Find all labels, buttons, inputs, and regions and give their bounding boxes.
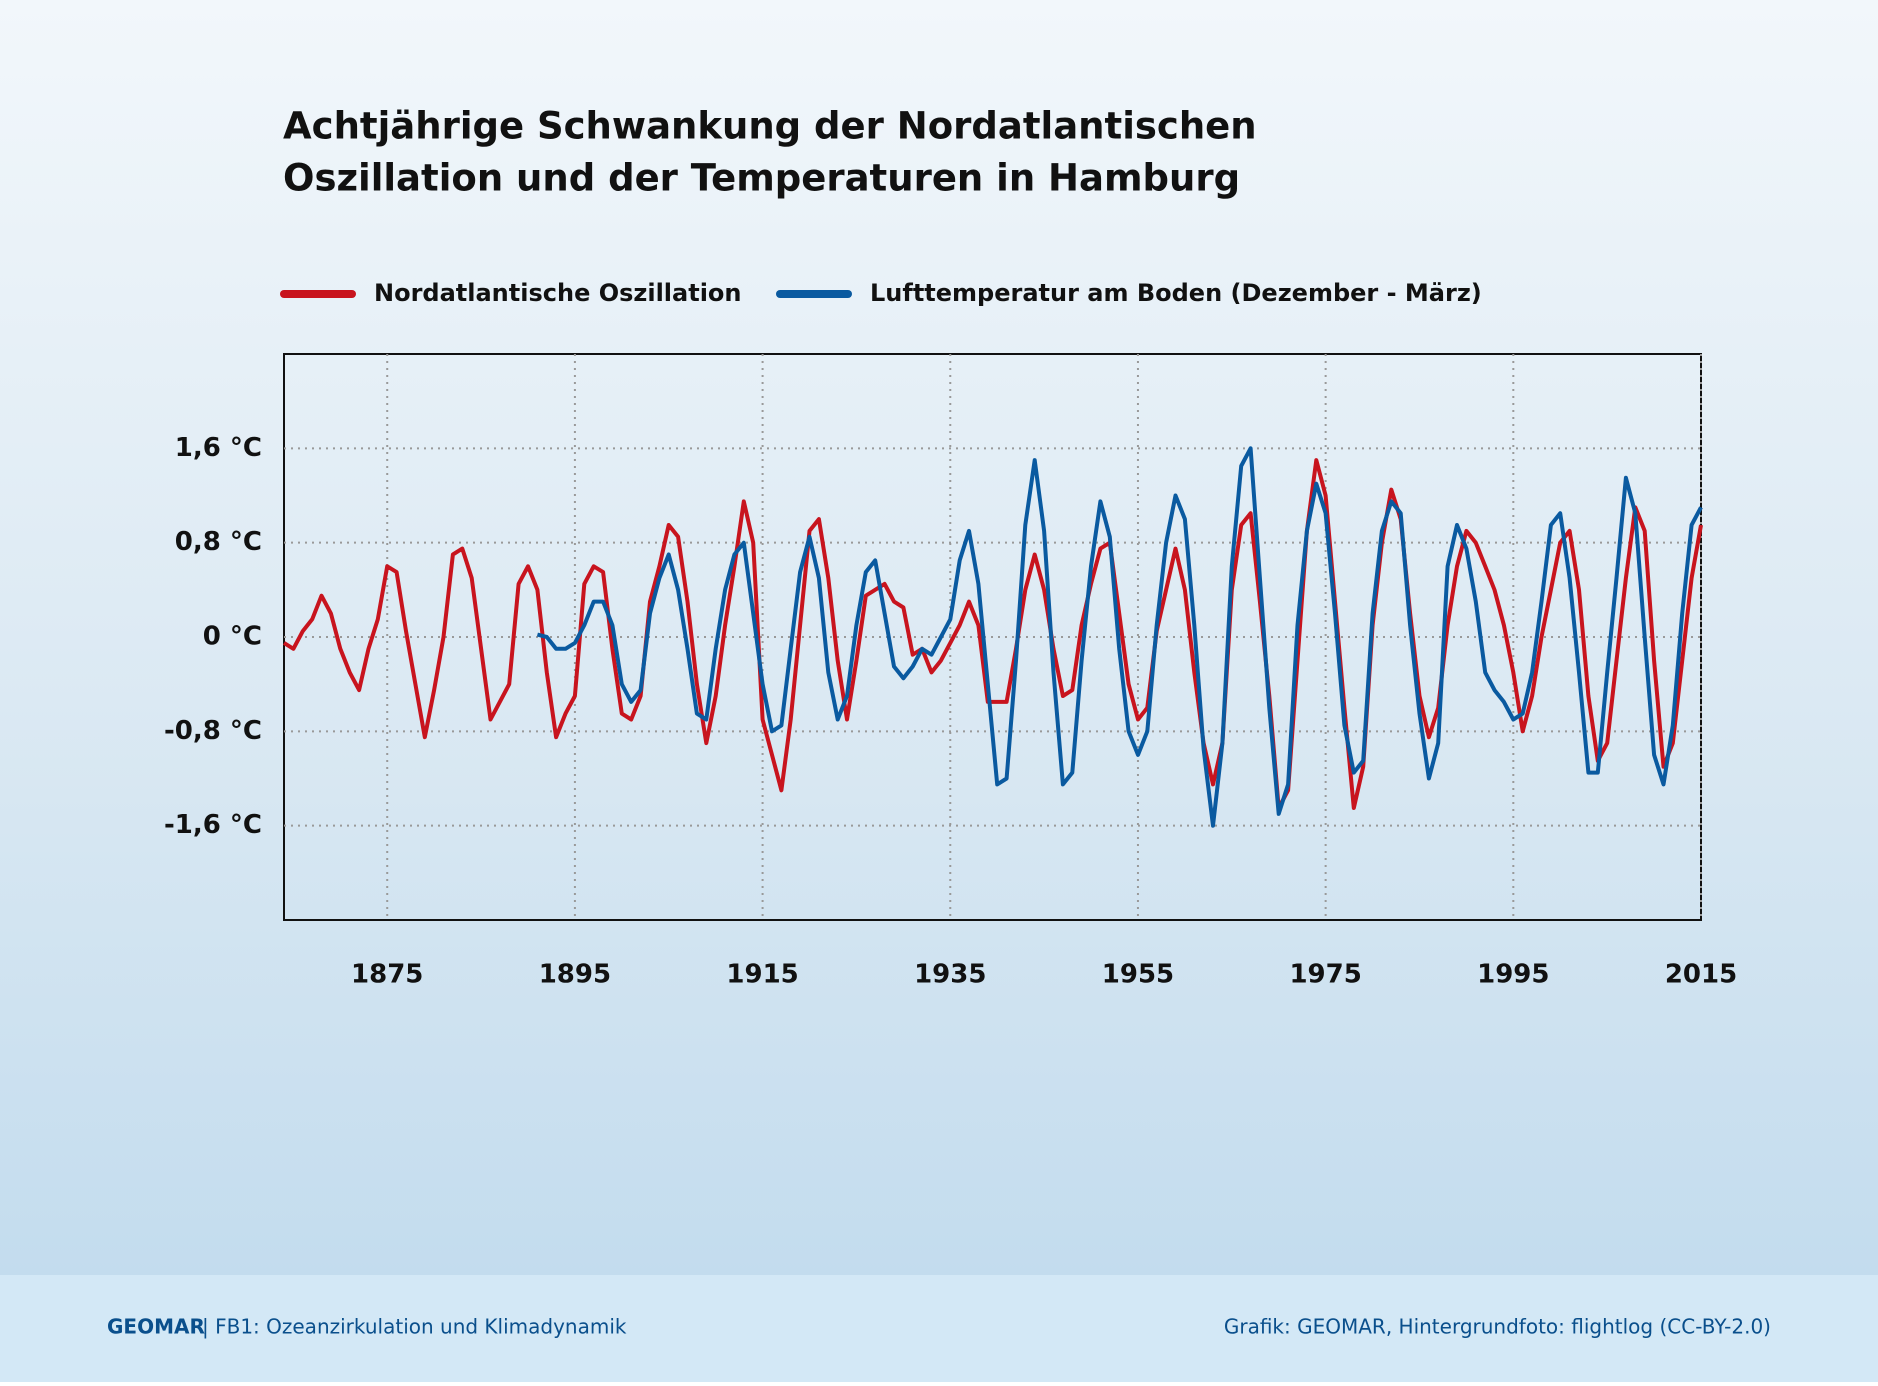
x-tick-label: 1915 bbox=[726, 960, 798, 990]
y-tick-label: 1,6 °C bbox=[175, 433, 262, 463]
series-line bbox=[536, 446, 1703, 828]
footer-brand: GEOMAR bbox=[107, 1315, 205, 1339]
series-line bbox=[282, 458, 1703, 810]
footer-band bbox=[0, 1275, 1878, 1382]
legend-label: Lufttemperatur am Boden (Dezember - März… bbox=[870, 279, 1482, 307]
x-tick-label: 1975 bbox=[1289, 960, 1361, 990]
y-tick-label: -1,6 °C bbox=[164, 810, 262, 840]
legend-label: Nordatlantische Oszillation bbox=[374, 279, 742, 307]
y-tick-label: 0,8 °C bbox=[175, 527, 262, 557]
x-tick-label: 1875 bbox=[351, 960, 423, 990]
footer-credit: Grafik: GEOMAR, Hintergrundfoto: flightl… bbox=[1224, 1315, 1771, 1339]
y-tick-label: -0,8 °C bbox=[164, 716, 262, 746]
x-tick-label: 2015 bbox=[1665, 960, 1737, 990]
chart-title: Oszillation und der Temperaturen in Hamb… bbox=[283, 157, 1240, 200]
x-tick-label: 1935 bbox=[914, 960, 986, 990]
x-tick-label: 1955 bbox=[1102, 960, 1174, 990]
footer-department: | FB1: Ozeanzirkulation und Klimadynamik bbox=[202, 1315, 627, 1339]
chart-title: Achtjährige Schwankung der Nordatlantisc… bbox=[283, 105, 1257, 148]
y-tick-label: 0 °C bbox=[203, 622, 262, 652]
x-tick-label: 1895 bbox=[539, 960, 611, 990]
x-tick-label: 1995 bbox=[1477, 960, 1549, 990]
